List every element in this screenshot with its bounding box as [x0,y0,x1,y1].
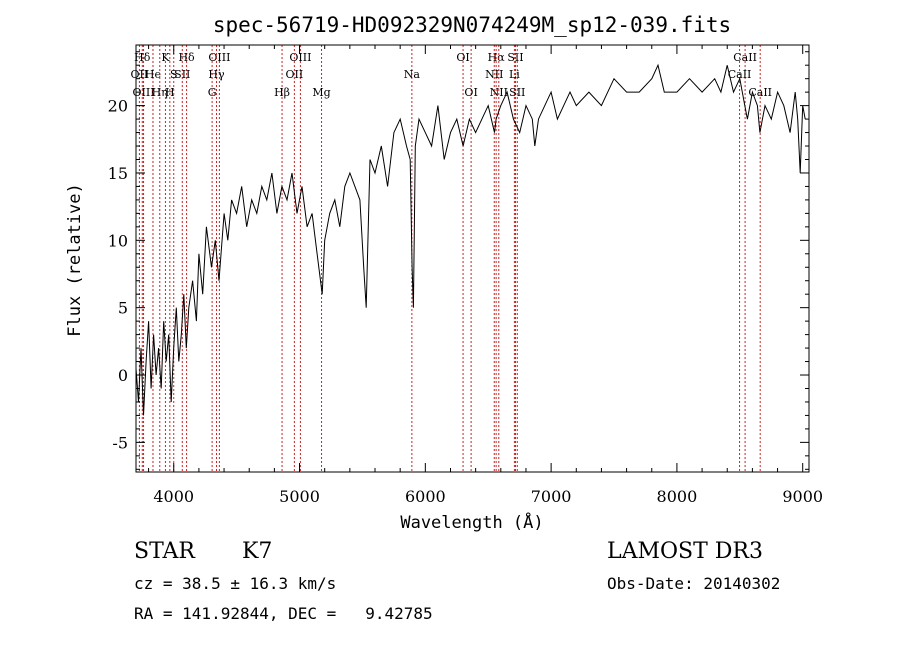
spectral-line-label: H [165,86,175,99]
y-tick-label: 20 [108,97,128,116]
x-tick-label: 8000 [657,487,698,506]
spectral-line-label: NII [490,86,508,99]
y-tick-label: 10 [108,231,128,250]
x-tick-label: 7000 [531,487,572,506]
spectral-line-label: Hγ [208,68,225,81]
y-tick-label: 0 [118,366,128,385]
y-axis-label: Flux (relative) [65,183,85,337]
y-tick-label: -5 [112,433,128,452]
spectral-line-label: K [161,51,170,64]
object-class: STAR [134,539,195,564]
survey-name: LAMOST DR3 [607,539,763,564]
x-tick-label: 6000 [405,487,446,506]
redshift-readout: cz = 38.5 ± 16.3 km/s [134,574,337,593]
spectral-line-label: OIII [289,51,311,64]
obs-date: Obs-Date: 20140302 [607,574,781,593]
spectral-line-label: NII [485,68,503,81]
plot-frame [135,44,810,473]
spectral-line-label: OIII [208,51,230,64]
x-axis: 4000 5000 6000 7000 8000 9000 [148,45,823,506]
spectral-line-label: Mg [312,86,330,99]
y-tick-label: 5 [118,299,128,318]
spectrum-line [135,63,806,416]
spectral-line-label: OI [464,86,477,99]
x-tick-label: 4000 [153,487,194,506]
x-tick-label: 5000 [279,487,320,506]
spectral-line-label: Li [509,68,520,81]
spectral-line-label: Hδ [134,51,151,64]
object-subclass: K7 [242,539,273,564]
spectral-line-label: CaII [728,68,752,81]
spectral-line-label: Hδ [178,51,195,64]
spectral-line-label: CaII [733,51,757,64]
spectral-line-label: SII [509,86,525,99]
spectral-line-label: Na [404,68,421,81]
x-tick-label: 9000 [782,487,823,506]
spectral-line-label: He [145,68,161,81]
spectral-line-label: SII [507,51,523,64]
spectral-line-label: OIII [133,86,155,99]
x-axis-label: Wavelength (Å) [400,511,543,533]
coordinates: RA = 141.92844, DEC = 9.42785 [134,604,433,623]
spectral-line-label: SII [174,68,190,81]
spectral-line-label: Hβ [274,86,290,99]
spectral-line-label: OI [456,51,469,64]
y-tick-label: 15 [108,164,128,183]
spectral-line-label: Hη [152,86,168,99]
chart-title: spec-56719-HD092329N074249M_sp12-039.fit… [213,13,731,37]
spectral-line-label: S [170,68,178,81]
spectral-line-label: Hα [488,51,506,64]
y-axis: -5 0 5 10 15 20 [108,51,809,470]
spectral-line-label: OII [286,68,304,81]
spectral-line-label: G [208,86,217,99]
